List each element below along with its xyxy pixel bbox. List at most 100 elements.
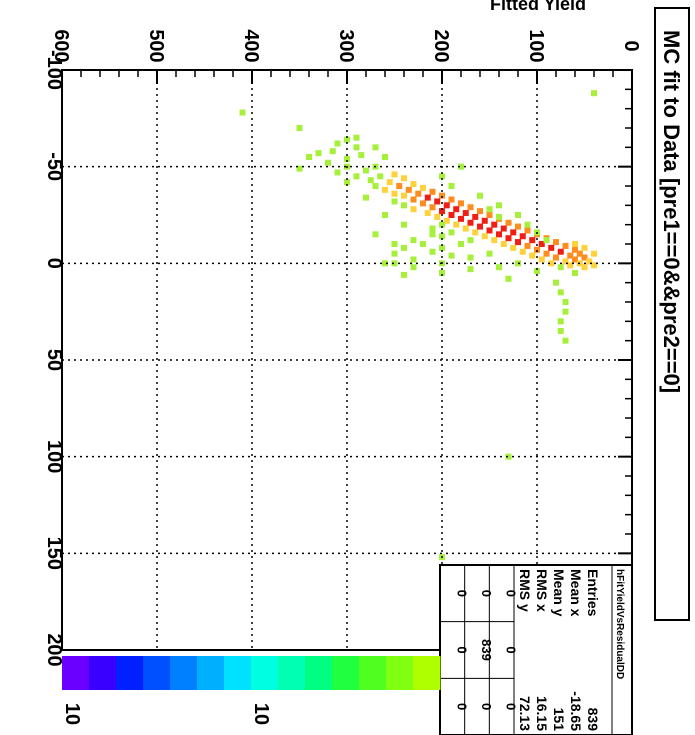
stats-frame bbox=[439, 564, 633, 735]
heat-cell-86 bbox=[548, 244, 555, 251]
palette-swatch-2 bbox=[116, 656, 144, 690]
palette-swatch-5 bbox=[197, 656, 225, 690]
heat-cell-7 bbox=[358, 152, 365, 159]
heat-cell-155 bbox=[401, 244, 407, 251]
x-tick-labels: -100 -50 0 50 100 150 200 bbox=[43, 50, 65, 667]
heat-cell-78 bbox=[529, 237, 536, 244]
heat-cell-60 bbox=[505, 219, 512, 226]
stats-value-4: 72.13 bbox=[517, 696, 533, 731]
heat-cell-98 bbox=[572, 256, 578, 263]
heat-cell-21 bbox=[344, 179, 350, 186]
palette-swatch-11 bbox=[359, 656, 387, 690]
heat-cell-123 bbox=[391, 241, 398, 247]
heat-cell-66 bbox=[500, 225, 507, 232]
heat-cell-31 bbox=[415, 190, 422, 197]
heat-cell-163 bbox=[505, 453, 512, 460]
stats-label-4: RMS y bbox=[517, 569, 533, 612]
heat-cell-147 bbox=[439, 173, 445, 180]
heat-cell-101 bbox=[562, 258, 569, 265]
heat-cell-81 bbox=[515, 239, 521, 246]
x-tick-label-6: 200 bbox=[43, 633, 65, 666]
heat-cell-122 bbox=[391, 250, 398, 257]
heat-cell-133 bbox=[557, 328, 564, 334]
heat-cell-49 bbox=[439, 208, 445, 215]
heat-cell-54 bbox=[472, 213, 479, 220]
heat-cell-32 bbox=[439, 192, 445, 199]
heat-cell-119 bbox=[534, 268, 540, 275]
heat-cell-79 bbox=[491, 237, 498, 244]
heat-cell-44 bbox=[467, 204, 474, 211]
heat-cell-113 bbox=[382, 212, 388, 218]
heat-cell-24 bbox=[396, 183, 403, 189]
heat-cell-109 bbox=[429, 231, 436, 238]
heat-cell-13 bbox=[296, 165, 303, 172]
heat-cell-6 bbox=[315, 150, 322, 157]
heat-cell-59 bbox=[443, 217, 450, 224]
heat-cell-19 bbox=[401, 175, 407, 182]
overflow-cell-0-1: 0 bbox=[504, 646, 519, 653]
heat-cell-158 bbox=[486, 206, 493, 213]
stats-label-2: Mean y bbox=[551, 569, 567, 617]
heat-cell-156 bbox=[448, 252, 455, 259]
heat-cell-97 bbox=[553, 254, 559, 261]
heat-cell-128 bbox=[553, 279, 559, 286]
stats-box: hFitYieldVsResidualDD Entries 839 Mean x -18… bbox=[439, 564, 633, 735]
heat-cell-115 bbox=[467, 254, 474, 261]
y-tick-label-0: 0 bbox=[620, 40, 642, 51]
heat-cell-28 bbox=[405, 186, 412, 193]
title-box bbox=[654, 7, 690, 621]
heat-cell-65 bbox=[477, 223, 483, 230]
heat-cell-104 bbox=[591, 262, 597, 269]
heat-cell-39 bbox=[391, 198, 398, 205]
heat-cell-127 bbox=[467, 266, 474, 273]
stats-label-3: RMS x bbox=[534, 569, 550, 612]
palette-swatch-6 bbox=[224, 656, 252, 690]
heat-cell-5 bbox=[329, 148, 336, 155]
heat-cell-30 bbox=[391, 190, 398, 197]
heat-cell-146 bbox=[401, 271, 407, 278]
heat-cell-16 bbox=[391, 171, 398, 178]
heat-cell-99 bbox=[538, 256, 545, 263]
heat-cell-131 bbox=[562, 308, 569, 315]
heat-cell-84 bbox=[562, 242, 569, 249]
heat-cell-74 bbox=[519, 233, 526, 240]
heat-cell-38 bbox=[434, 198, 441, 205]
heat-cell-144 bbox=[410, 256, 417, 263]
heat-cell-47 bbox=[410, 206, 417, 213]
heat-cell-15 bbox=[334, 169, 341, 176]
heat-cell-0 bbox=[591, 90, 597, 97]
heat-cell-136 bbox=[496, 202, 502, 209]
heat-cell-80 bbox=[553, 239, 559, 246]
heat-cell-2 bbox=[344, 136, 350, 143]
heat-cell-118 bbox=[572, 270, 578, 276]
heat-cell-90 bbox=[557, 248, 564, 255]
y-tick-labels: 0 100 200 300 400 500 600 bbox=[50, 29, 642, 62]
overflow-cell-2-1: 0 bbox=[454, 646, 469, 653]
heat-cell-106 bbox=[581, 264, 588, 271]
heat-cell-14 bbox=[363, 167, 369, 174]
palette-swatch-0 bbox=[62, 656, 90, 690]
heat-cell-43 bbox=[401, 202, 407, 209]
heat-cell-50 bbox=[462, 210, 469, 217]
heat-cell-167 bbox=[572, 241, 578, 247]
heat-cell-61 bbox=[467, 219, 474, 226]
overflow-cell-1-2: 0 bbox=[479, 703, 494, 710]
palette-swatch-10 bbox=[332, 656, 360, 690]
heat-cell-22 bbox=[386, 179, 393, 186]
heat-cell-46 bbox=[453, 206, 460, 213]
heat-cell-135 bbox=[477, 192, 483, 199]
heat-cell-92 bbox=[576, 250, 583, 257]
heat-cell-89 bbox=[534, 246, 540, 253]
heat-cell-23 bbox=[410, 181, 417, 188]
heat-cell-129 bbox=[557, 289, 564, 296]
palette-swatch-7 bbox=[251, 656, 279, 690]
stats-label-0: Entries bbox=[585, 569, 601, 617]
heatmap-cells bbox=[239, 90, 597, 561]
y-tick-label-6: 600 bbox=[50, 29, 72, 62]
heat-cell-105 bbox=[567, 262, 574, 269]
heat-cell-10 bbox=[325, 159, 331, 166]
heat-cell-77 bbox=[505, 235, 512, 242]
heat-cell-151 bbox=[353, 134, 360, 141]
palette-swatch-9 bbox=[305, 656, 333, 690]
overflow-cell-1-0: 0 bbox=[479, 590, 494, 597]
